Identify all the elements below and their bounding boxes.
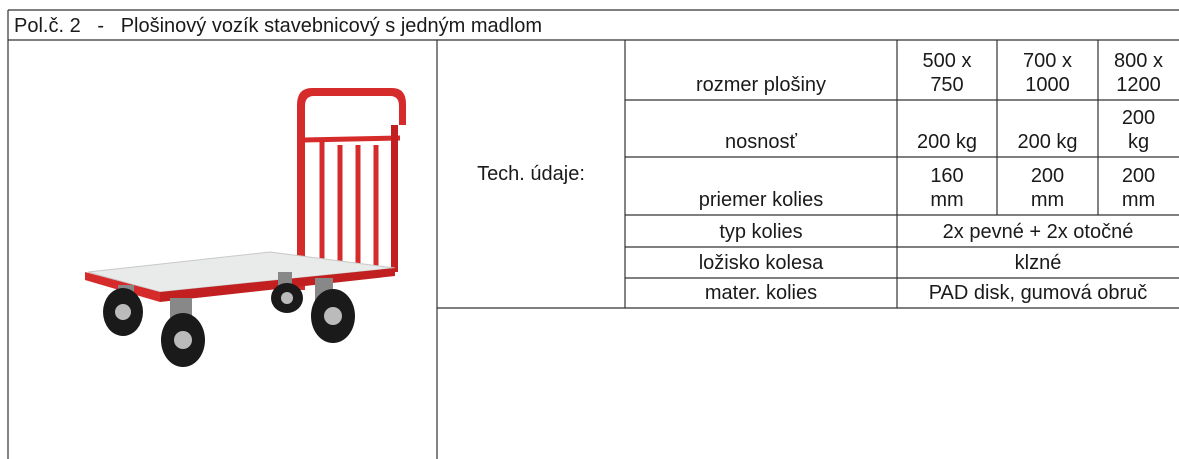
row-label: rozmer plošiny [695, 74, 827, 96]
row-label: typ kolies [719, 221, 803, 243]
section-label: Tech. údaje: [477, 162, 585, 185]
row-label: ložisko kolesa [698, 252, 824, 274]
row-label: nosnosť [725, 131, 797, 153]
cell-value: 200 mm [1030, 165, 1065, 211]
header-title: Pol.č. 2 - Plošinový vozík stavebnicový … [14, 15, 542, 37]
cell-value: 2x pevné + 2x otočné [942, 221, 1134, 243]
cell-value: 700 x 1000 [1023, 50, 1072, 96]
cell-value: 200 kg [1017, 131, 1078, 153]
row-label: priemer kolies [698, 189, 824, 211]
cell-value: 160 mm [930, 165, 964, 211]
row-label: mater. kolies [704, 282, 818, 304]
cell-value: 500 x 750 [922, 50, 972, 96]
cart-image [85, 88, 406, 367]
cell-value: 200 kg [1121, 107, 1156, 153]
cell-value: 800 x 1200 [1114, 50, 1163, 96]
cell-value: 200 mm [1121, 165, 1156, 211]
cell-value: PAD disk, gumová obruč [928, 282, 1148, 304]
cell-value: 200 kg [916, 131, 978, 153]
cell-value: klzné [1014, 252, 1062, 274]
